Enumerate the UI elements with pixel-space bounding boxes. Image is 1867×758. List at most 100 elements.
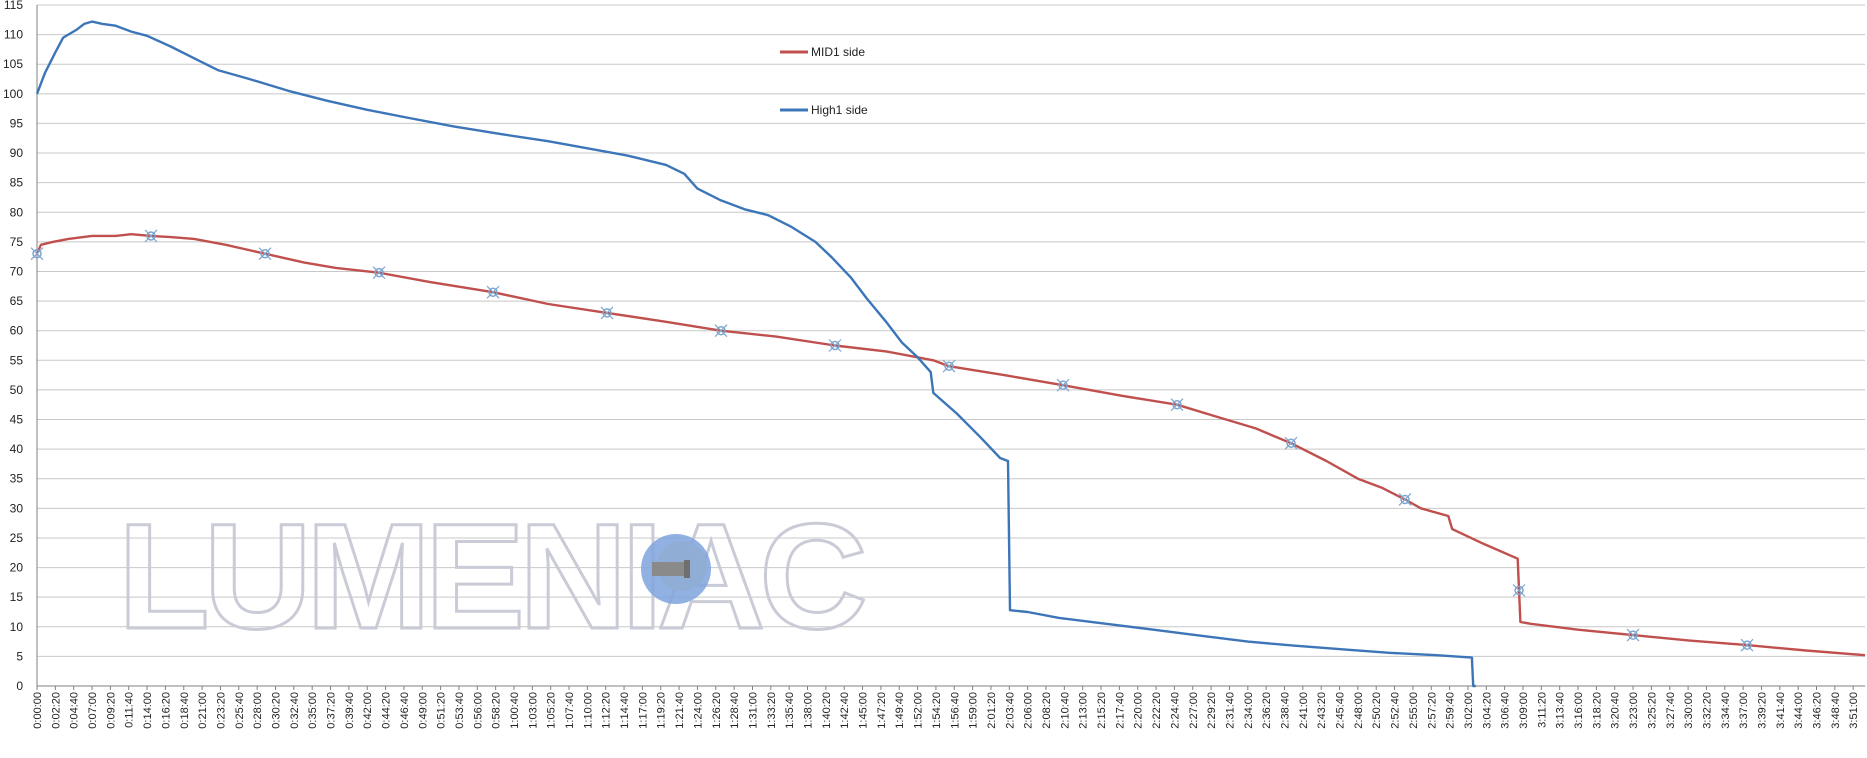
x-tick-label: 2:06:00 [1023, 692, 1035, 729]
x-tick-label: 3:06:40 [1500, 692, 1512, 729]
y-tick-label: 70 [10, 264, 24, 278]
x-tick-label: 2:48:00 [1353, 692, 1365, 729]
x-tick-label: 1:54:20 [931, 692, 943, 729]
x-tick-label: 1:45:00 [858, 692, 870, 729]
x-tick-label: 0:35:00 [307, 692, 319, 729]
x-tick-label: 1:47:20 [876, 692, 888, 729]
x-tick-label: 1:05:20 [546, 692, 558, 729]
x-tick-label: 1:42:40 [839, 692, 851, 729]
x-tick-label: 3:48:40 [1830, 692, 1842, 729]
x-tick-label: 0:46:40 [399, 692, 411, 729]
y-tick-label: 25 [10, 531, 24, 545]
y-tick-label: 60 [10, 324, 24, 338]
x-tick-label: 3:09:00 [1518, 692, 1530, 729]
x-tick-label: 0:23:20 [215, 692, 227, 729]
x-tick-label: 0:39:40 [344, 692, 356, 729]
series-marker [486, 285, 500, 299]
x-tick-label: 2:36:20 [1261, 692, 1273, 729]
x-tick-label: 1:21:40 [674, 692, 686, 729]
y-tick-label: 90 [10, 146, 24, 160]
x-tick-label: 3:46:20 [1812, 692, 1824, 729]
x-tick-label: 3:34:40 [1720, 692, 1732, 729]
y-tick-label: 65 [10, 294, 24, 308]
legend-label-mid1: MID1 side [811, 45, 865, 59]
x-tick-label: 3:30:00 [1683, 692, 1695, 729]
x-tick-label: 2:10:40 [1059, 692, 1071, 729]
y-tick-label: 105 [3, 57, 23, 71]
y-tick-label: 110 [4, 28, 23, 42]
y-tick-label: 10 [10, 620, 24, 634]
x-tick-label: 0:56:00 [472, 692, 484, 729]
x-tick-label: 0:14:00 [142, 692, 154, 729]
x-tick-label: 1:28:40 [729, 692, 741, 729]
x-tick-label: 1:56:40 [949, 692, 961, 729]
y-tick-label: 0 [16, 679, 23, 693]
x-tick-label: 2:29:20 [1206, 692, 1218, 729]
legend-item-mid1: MID1 side [780, 45, 865, 59]
y-tick-label: 40 [10, 442, 24, 456]
x-tick-label: 0:18:40 [179, 692, 191, 729]
x-tick-label: 2:01:20 [986, 692, 998, 729]
x-tick-label: 0:11:40 [124, 692, 136, 728]
x-tick-label: 1:33:20 [766, 692, 778, 729]
x-tick-label: 1:40:20 [821, 692, 833, 729]
y-tick-labels: 0 5 10 15 20 25 30 35 40 45 50 55 60 65 70 75 80 85 90 95 10… [3, 0, 23, 693]
x-tick-label: 0:16:20 [160, 692, 172, 729]
x-tick-label: 3:32:20 [1701, 692, 1713, 729]
y-tick-label: 80 [10, 205, 24, 219]
flashlight-head [684, 560, 690, 578]
series-marker [1398, 493, 1412, 506]
y-tick-label: 5 [16, 649, 23, 663]
x-tick-label: 2:43:20 [1316, 692, 1328, 729]
x-tick-label: 1:35:40 [784, 692, 796, 729]
x-tick-label: 1:31:00 [747, 692, 759, 729]
x-tick-label: 2:17:40 [1114, 692, 1126, 729]
x-tick-label: 0:21:00 [197, 692, 209, 729]
x-tick-label: 0:32:40 [289, 692, 301, 729]
series-line-mid1 [35, 233, 1866, 657]
x-tick-label: 2:41:00 [1298, 692, 1310, 729]
x-tick-label: 2:13:00 [1078, 692, 1090, 729]
x-tick-label: 1:24:00 [692, 692, 704, 729]
x-tick-label: 0:28:00 [252, 692, 264, 729]
series-marker [600, 306, 614, 320]
y-tick-label: 30 [10, 501, 24, 515]
y-tick-label: 95 [10, 116, 24, 130]
y-tick-label: 50 [10, 383, 24, 397]
series-marker [1056, 378, 1070, 392]
x-tick-label: 1:38:00 [803, 692, 815, 729]
x-tick-label: 2:57:20 [1426, 692, 1438, 729]
x-tick-label: 3:02:00 [1463, 692, 1475, 729]
x-tick-label: 1:19:20 [656, 692, 668, 729]
x-tick-label: 2:22:20 [1151, 692, 1163, 729]
x-tick-label: 2:59:40 [1445, 692, 1457, 729]
series-marker [714, 324, 728, 338]
watermark-text: LUMENIAC [118, 492, 864, 660]
x-tick-label: 0:30:20 [270, 692, 282, 729]
x-tick-labels: 0:00:00 0:02:20 0:04:40 0:07:00 0:09:20 0:11:… [32, 692, 1860, 729]
y-tick-label: 115 [4, 0, 23, 12]
x-tick-label: 3:23:00 [1628, 692, 1640, 729]
x-tick-label: 2:55:00 [1408, 692, 1420, 729]
series-marker [144, 229, 158, 243]
x-tick-label: 0:09:20 [105, 692, 117, 729]
x-tick-label: 0:25:40 [234, 692, 246, 729]
x-tick-label: 2:34:00 [1243, 692, 1255, 729]
x-tick-label: 2:20:00 [1133, 692, 1145, 729]
series-line-high1 [35, 20, 1476, 688]
y-tick-label: 15 [10, 590, 24, 604]
x-tick-label: 1:03:00 [527, 692, 539, 729]
x-tick-label: 3:20:40 [1610, 692, 1622, 729]
x-tick-label: 3:25:20 [1646, 692, 1658, 729]
x-tick-label: 2:08:20 [1041, 692, 1053, 729]
x-tick-label: 1:17:00 [637, 692, 649, 729]
x-tick-label: 3:18:20 [1591, 692, 1603, 729]
x-tick-label: 3:13:40 [1555, 692, 1567, 729]
series-lines [35, 20, 1866, 688]
x-tick-label: 0:51:20 [436, 692, 448, 729]
x-tick-label: 1:49:40 [894, 692, 906, 729]
x-tick-label: 1:26:20 [711, 692, 723, 729]
x-tick-label: 0:00:00 [32, 692, 44, 729]
x-tick-label: 1:12:20 [601, 692, 613, 729]
